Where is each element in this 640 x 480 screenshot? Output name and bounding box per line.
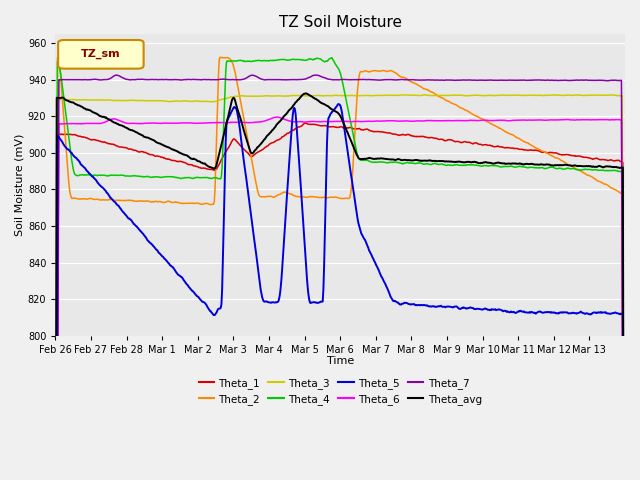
Text: TZ_sm: TZ_sm xyxy=(81,49,121,60)
Legend: Theta_1, Theta_2, Theta_3, Theta_4, Theta_5, Theta_6, Theta_7, Theta_avg: Theta_1, Theta_2, Theta_3, Theta_4, Thet… xyxy=(195,373,486,409)
FancyBboxPatch shape xyxy=(58,40,143,69)
X-axis label: Time: Time xyxy=(326,356,354,366)
Title: TZ Soil Moisture: TZ Soil Moisture xyxy=(278,15,402,30)
Y-axis label: Soil Moisture (mV): Soil Moisture (mV) xyxy=(15,133,25,236)
